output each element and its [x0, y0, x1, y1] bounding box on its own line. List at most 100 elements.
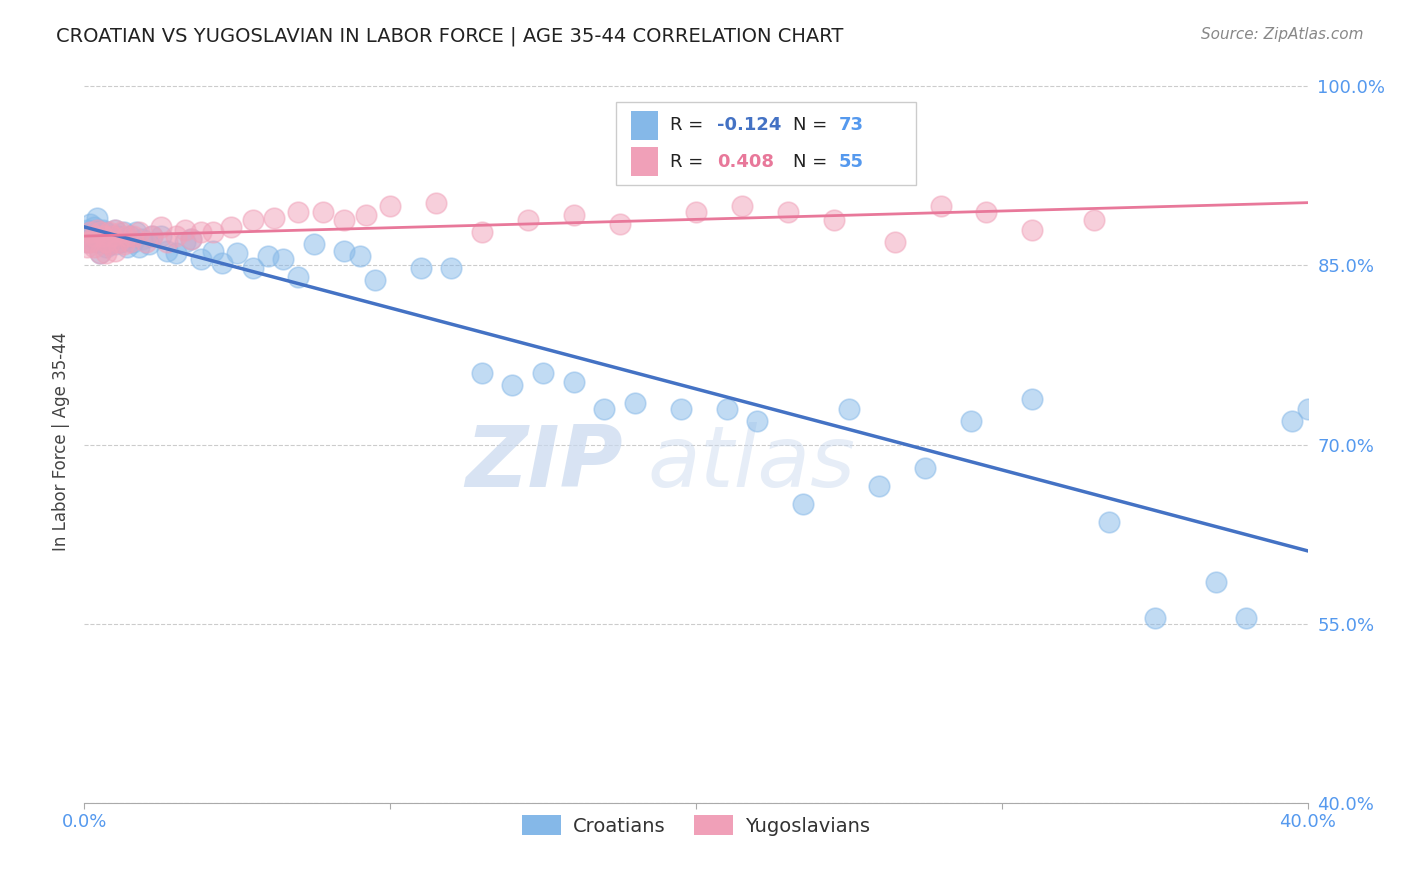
Point [440, 260, 463, 275]
Point [104, 244, 127, 258]
Legend: Croatians, Yugoslavians: Croatians, Yugoslavians [515, 807, 877, 844]
Point [869, 479, 891, 493]
Point [110, 235, 132, 249]
Point [94, 225, 117, 239]
Point [76, 240, 98, 254]
FancyBboxPatch shape [631, 147, 658, 177]
Point [1083, 213, 1105, 227]
Point [425, 196, 447, 211]
Point [79, 225, 101, 239]
Point [731, 199, 754, 213]
Point [1296, 401, 1319, 416]
Point [120, 228, 142, 243]
Point [149, 220, 172, 235]
Point [349, 249, 371, 263]
Point [593, 401, 616, 416]
Point [516, 213, 538, 227]
Text: atlas: atlas [647, 422, 855, 505]
Point [86, 235, 108, 249]
Point [609, 217, 631, 231]
Point [180, 232, 202, 246]
Point [83, 228, 105, 243]
Text: CROATIAN VS YUGOSLAVIAN IN LABOR FORCE | AGE 35-44 CORRELATION CHART: CROATIAN VS YUGOSLAVIAN IN LABOR FORCE |… [56, 27, 844, 46]
Point [149, 228, 172, 243]
Point [380, 199, 402, 213]
Y-axis label: In Labor Force | Age 35-44: In Labor Force | Age 35-44 [52, 332, 70, 551]
Point [242, 260, 264, 275]
Point [79, 232, 101, 246]
Text: N =: N = [793, 153, 832, 170]
Point [97, 236, 120, 251]
Point [174, 222, 197, 236]
Point [86, 222, 108, 236]
Point [823, 213, 845, 227]
Point [76, 235, 98, 249]
Point [883, 235, 905, 249]
Point [107, 235, 129, 249]
Text: N =: N = [793, 116, 832, 134]
Point [122, 228, 145, 243]
Point [94, 235, 117, 249]
Point [89, 225, 111, 239]
Text: 0.408: 0.408 [717, 153, 773, 170]
Point [79, 217, 101, 231]
Point [333, 244, 356, 258]
Text: R =: R = [671, 116, 709, 134]
Point [86, 211, 108, 225]
Point [333, 213, 356, 227]
Text: Source: ZipAtlas.com: Source: ZipAtlas.com [1201, 27, 1364, 42]
Point [94, 240, 117, 254]
Point [156, 244, 179, 258]
Point [165, 246, 187, 260]
Point [471, 225, 494, 239]
Point [562, 376, 585, 390]
Point [94, 246, 117, 260]
Point [76, 228, 98, 243]
Point [141, 228, 163, 243]
Point [115, 240, 138, 254]
Point [1021, 222, 1043, 236]
Point [138, 236, 160, 251]
Point [219, 220, 242, 235]
Point [125, 225, 148, 239]
Point [960, 414, 983, 428]
Point [669, 401, 692, 416]
Point [112, 236, 135, 251]
Point [211, 256, 233, 270]
Point [104, 236, 127, 251]
Point [354, 208, 377, 222]
Point [302, 236, 325, 251]
Point [156, 235, 179, 249]
Point [101, 232, 124, 246]
Point [128, 225, 150, 239]
Point [174, 235, 197, 249]
Point [91, 228, 114, 243]
Point [976, 204, 998, 219]
Point [190, 252, 212, 267]
Point [107, 228, 129, 243]
Point [257, 249, 280, 263]
Point [91, 232, 114, 246]
Point [110, 225, 132, 239]
Point [1281, 414, 1303, 428]
Point [97, 236, 120, 251]
Point [115, 228, 138, 243]
Point [89, 246, 111, 260]
Point [201, 244, 224, 258]
Point [242, 213, 264, 227]
Point [409, 260, 432, 275]
Point [929, 199, 952, 213]
Text: 73: 73 [839, 116, 865, 134]
Point [531, 366, 554, 380]
Text: 55: 55 [839, 153, 865, 170]
FancyBboxPatch shape [616, 102, 917, 185]
Point [135, 235, 157, 249]
Point [271, 252, 294, 267]
Point [131, 232, 153, 246]
Point [89, 246, 111, 260]
Text: -0.124: -0.124 [717, 116, 782, 134]
Point [776, 204, 799, 219]
Point [838, 401, 860, 416]
Point [180, 232, 202, 246]
Point [120, 235, 142, 249]
